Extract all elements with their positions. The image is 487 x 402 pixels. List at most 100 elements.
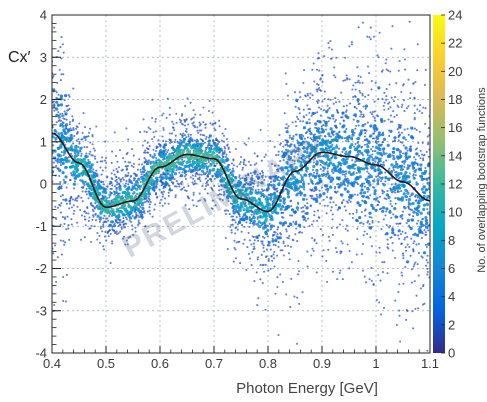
band-core-point bbox=[64, 165, 68, 170]
band-point bbox=[337, 147, 341, 150]
band-core-point bbox=[329, 127, 333, 131]
band-core-point bbox=[133, 196, 137, 200]
band-point bbox=[415, 294, 418, 297]
band-point bbox=[87, 131, 91, 134]
band-point bbox=[366, 143, 369, 146]
band-point bbox=[425, 259, 428, 262]
band-core-point bbox=[85, 164, 89, 168]
band-core-point bbox=[215, 175, 219, 179]
band-point bbox=[374, 81, 377, 84]
band-point bbox=[82, 112, 85, 115]
band-point bbox=[87, 212, 90, 215]
band-point bbox=[410, 281, 413, 284]
band-core-point bbox=[55, 100, 59, 104]
band-core-point bbox=[417, 201, 421, 205]
band-core-point bbox=[167, 165, 171, 169]
band-point bbox=[149, 201, 152, 204]
band-point bbox=[275, 254, 279, 257]
band-core-point bbox=[305, 121, 309, 125]
band-core-point bbox=[254, 199, 258, 203]
band-point bbox=[262, 263, 265, 267]
band-point bbox=[313, 210, 316, 213]
band-point bbox=[78, 142, 81, 145]
band-point bbox=[419, 287, 422, 290]
band-core-point bbox=[329, 149, 333, 153]
band-point bbox=[56, 161, 59, 164]
band-point bbox=[147, 148, 150, 151]
band-point bbox=[257, 188, 260, 191]
band-point bbox=[308, 122, 311, 125]
band-core-point bbox=[148, 171, 152, 175]
band-point bbox=[302, 135, 305, 138]
band-point bbox=[361, 81, 364, 84]
band-point bbox=[335, 56, 338, 59]
band-point bbox=[424, 231, 427, 234]
band-point bbox=[215, 162, 218, 165]
band-point bbox=[59, 195, 62, 198]
band-point bbox=[98, 179, 101, 182]
band-point bbox=[153, 152, 156, 156]
band-point bbox=[80, 196, 83, 199]
band-point bbox=[308, 175, 311, 178]
band-point bbox=[323, 90, 326, 93]
band-point bbox=[218, 189, 221, 192]
band-point bbox=[414, 158, 417, 161]
band-point bbox=[382, 306, 386, 309]
band-core-point bbox=[144, 178, 148, 182]
band-core-point bbox=[136, 200, 140, 204]
band-point bbox=[81, 186, 84, 189]
band-core-point bbox=[194, 143, 198, 147]
band-point bbox=[204, 177, 207, 180]
band-point bbox=[318, 196, 321, 199]
band-point bbox=[424, 264, 428, 267]
band-point bbox=[357, 153, 360, 156]
band-core-point bbox=[258, 215, 262, 219]
band-core-point bbox=[249, 198, 253, 202]
band-point bbox=[321, 100, 324, 103]
band-core-point bbox=[90, 163, 94, 167]
band-point bbox=[366, 35, 369, 38]
band-point bbox=[72, 87, 75, 90]
band-point bbox=[208, 177, 212, 181]
band-point bbox=[268, 244, 271, 247]
band-point bbox=[111, 150, 114, 153]
band-point bbox=[355, 172, 358, 175]
band-point bbox=[231, 219, 234, 222]
band-point bbox=[331, 233, 334, 236]
band-point bbox=[378, 251, 381, 254]
band-point bbox=[355, 124, 358, 127]
band-point bbox=[61, 112, 64, 115]
band-core-point bbox=[225, 183, 229, 187]
band-point bbox=[362, 115, 366, 118]
band-point bbox=[417, 307, 420, 310]
band-point bbox=[366, 170, 369, 173]
band-point bbox=[117, 182, 120, 185]
band-point bbox=[167, 194, 170, 197]
band-point bbox=[334, 76, 337, 79]
band-point bbox=[178, 185, 181, 188]
band-core-point bbox=[299, 160, 303, 164]
band-point bbox=[352, 96, 355, 99]
band-core-point bbox=[312, 164, 316, 169]
band-point bbox=[426, 349, 429, 352]
band-point bbox=[273, 225, 276, 228]
band-point bbox=[375, 175, 378, 178]
band-point bbox=[404, 68, 407, 71]
band-point bbox=[406, 127, 409, 130]
band-point bbox=[369, 236, 372, 239]
band-point bbox=[306, 92, 309, 95]
band-point bbox=[249, 222, 252, 225]
band-core-point bbox=[264, 230, 268, 235]
band-point bbox=[183, 175, 187, 178]
band-point bbox=[95, 125, 98, 128]
band-point bbox=[205, 148, 208, 151]
band-core-point bbox=[283, 166, 287, 170]
band-point bbox=[83, 183, 86, 187]
band-point bbox=[253, 179, 256, 183]
band-point bbox=[144, 151, 147, 154]
band-point bbox=[160, 184, 163, 187]
band-point bbox=[354, 95, 357, 98]
band-point bbox=[204, 188, 207, 191]
band-point bbox=[70, 206, 74, 209]
band-core-point bbox=[118, 185, 122, 189]
